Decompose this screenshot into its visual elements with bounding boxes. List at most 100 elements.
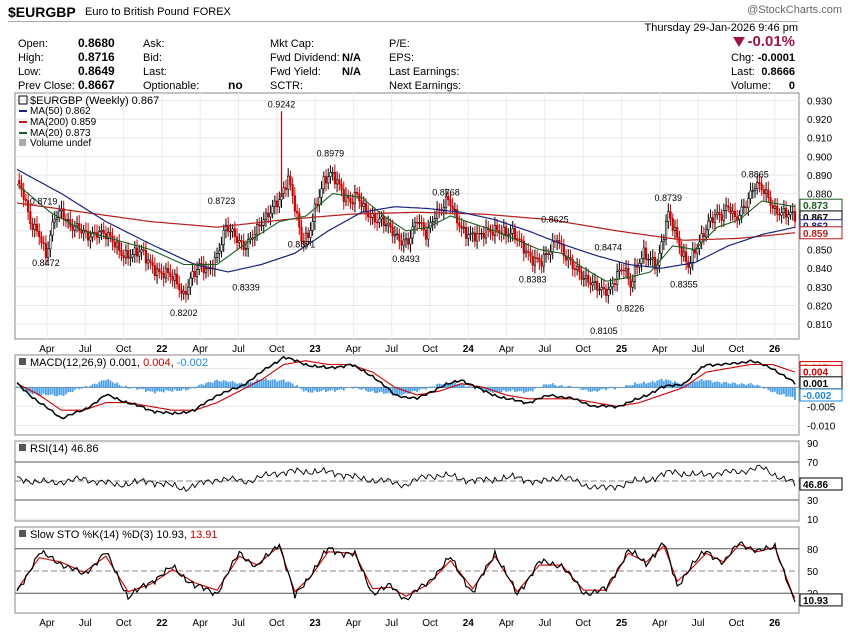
macd-hist-bar [598, 387, 601, 391]
price-bar-body [531, 255, 534, 266]
macd-hist-bar [187, 387, 190, 390]
eps-label: EPS: [389, 52, 415, 64]
ma200-line [16, 202, 796, 241]
rsi-legend: RSI(14) 46.86 [19, 443, 98, 455]
watermark: @StockCharts.com [747, 4, 842, 16]
sto-ytick-1: 50 [807, 567, 819, 578]
price-bar-body [713, 214, 717, 223]
price-bar-body [736, 216, 739, 220]
macd-hist-bar [353, 386, 356, 388]
price-bar-body [80, 230, 83, 234]
price-bar-body [680, 246, 683, 257]
macd-hist-bar [258, 379, 261, 388]
macd-hist-bar [333, 387, 336, 392]
macd-hist-bar [158, 387, 161, 392]
macd-legend-signal: 0.004 [143, 357, 171, 369]
macd-hist-bar [431, 386, 434, 388]
macd-hist-bar [40, 387, 43, 396]
macd-hist-bar [454, 382, 456, 388]
price-bar-body [258, 223, 261, 227]
price-panel: 0.8719 0.8472 0.8202 0.8723 0.8339 0.9242 0.85… [14, 92, 843, 355]
macd-hist-bar [749, 382, 752, 388]
price-xtick-2: Oct [116, 344, 132, 355]
macd-hist-bar [494, 387, 496, 391]
price-bar-body [207, 268, 210, 270]
price-bar-body [658, 252, 661, 266]
macd-hist-bar [591, 387, 594, 392]
macd-hist-bar [345, 387, 347, 389]
macd-hist-bar [60, 387, 63, 396]
macd-hist-bar [289, 382, 292, 388]
price-bar-body [224, 224, 228, 231]
mkt-cap-label: Mkt Cap: [270, 38, 315, 50]
macd-hist-bar [545, 384, 547, 388]
price-bar-body [284, 187, 288, 190]
price-bar-body [416, 221, 419, 224]
price-bar-body [604, 288, 608, 296]
price-bar-body [35, 223, 39, 232]
bid-label: Bid: [143, 52, 162, 64]
macd-hist-bar [654, 382, 656, 388]
price-bar-body [107, 232, 110, 240]
price-bar-body [453, 209, 457, 211]
price-bar-body [660, 241, 663, 254]
macd-hist-bar [360, 387, 363, 390]
macd-hist-bar [165, 387, 167, 390]
price-bar-body [538, 257, 541, 263]
price-bar-body [384, 224, 388, 227]
macd-hist-bar [538, 387, 541, 388]
price-bar-body [753, 188, 757, 191]
macd-hist-bar [24, 387, 27, 391]
sctr-label: SCTR: [270, 80, 303, 92]
macd-hist-bar [458, 384, 461, 388]
price-bar-body [364, 202, 368, 213]
low-label: Low: [18, 66, 42, 78]
price-bar-body [482, 232, 485, 239]
prev-close-value: 0.8667 [78, 78, 115, 92]
price-bar-body [344, 194, 348, 202]
sto-panel: 805020 10.93 Slow STO %K(14) %D(3) 10.93… [14, 526, 843, 629]
price-bar-body [184, 290, 188, 295]
macd-hist-bar [527, 387, 530, 392]
macd-hist-bar [207, 382, 210, 388]
macd-hist-bar [238, 383, 241, 388]
price-xtick-10: Oct [422, 344, 438, 355]
price-annotation-0: 0.8719 [30, 197, 58, 207]
macd-hist-bar [156, 387, 158, 392]
price-bar-body [127, 250, 130, 259]
price-bar-body [647, 259, 650, 261]
price-bar-body [722, 210, 725, 221]
price-bar-body [631, 281, 634, 288]
rsi-grid [15, 442, 799, 520]
price-bar-body [353, 192, 356, 205]
macd-hist-bar [727, 383, 730, 388]
price-bar-body [413, 221, 416, 228]
price-bar-body [540, 261, 543, 267]
sto-xtick-12: Apr [499, 618, 515, 629]
macd-hist-bar [789, 387, 792, 397]
sto-last-text-0: 10.93 [803, 596, 828, 607]
macd-hist-bar [182, 387, 185, 389]
price-bar-body [758, 182, 761, 185]
macd-hist-bar [233, 382, 236, 388]
price-bar-body [787, 214, 790, 218]
macd-hist-bar [498, 387, 501, 393]
price-bar-body [689, 262, 692, 268]
price-bar-body [167, 267, 170, 274]
legend-price: $EURGBP (Weekly) 0.867 [30, 95, 159, 107]
macd-hist-bar [338, 387, 341, 390]
macd-hist-bar [318, 387, 321, 392]
macd-hist-bar [556, 386, 559, 388]
price-bar-body [611, 283, 614, 288]
price-bar-body [511, 228, 514, 234]
price-ytick-2: 0.910 [807, 134, 832, 145]
price-bar-body [747, 198, 750, 208]
price-bar-body [300, 226, 303, 242]
price-bar-body [596, 281, 599, 291]
macd-ytick-3: -0.010 [807, 421, 836, 432]
price-bar-body [756, 182, 759, 189]
price-bar-body [247, 239, 250, 249]
macd-last-box-3 [799, 388, 843, 402]
price-bar-body [516, 238, 519, 240]
macd-hist-bar [293, 386, 296, 388]
